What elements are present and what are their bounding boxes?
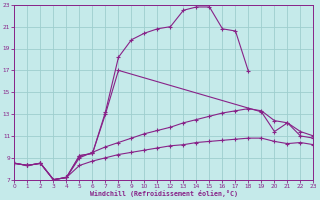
X-axis label: Windchill (Refroidissement éolien,°C): Windchill (Refroidissement éolien,°C) xyxy=(90,190,238,197)
